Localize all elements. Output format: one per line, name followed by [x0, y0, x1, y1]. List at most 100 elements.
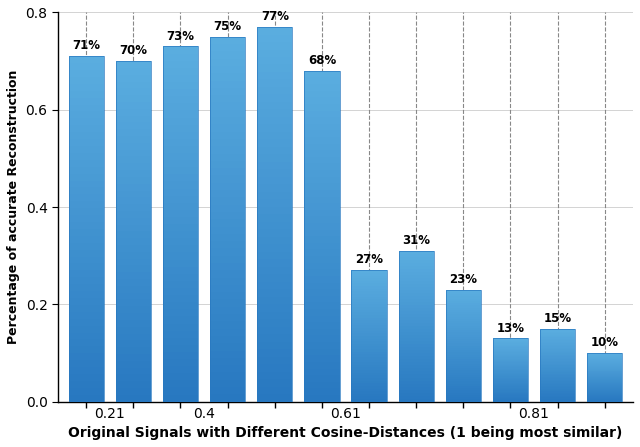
Text: 15%: 15%: [543, 312, 572, 325]
Bar: [304, 276, 340, 283]
Bar: [116, 184, 151, 190]
Bar: [445, 308, 481, 310]
Bar: [445, 290, 481, 402]
Bar: [68, 105, 104, 111]
Bar: [210, 336, 245, 343]
Bar: [445, 363, 481, 366]
Bar: [587, 387, 623, 388]
Bar: [304, 170, 340, 177]
Bar: [445, 292, 481, 294]
Bar: [210, 249, 245, 256]
Bar: [304, 210, 340, 216]
Bar: [116, 320, 151, 327]
Bar: [445, 372, 481, 375]
Bar: [304, 342, 340, 349]
Bar: [116, 81, 151, 89]
Bar: [399, 278, 434, 281]
Bar: [210, 219, 245, 227]
Bar: [304, 164, 340, 170]
Bar: [116, 327, 151, 333]
Bar: [587, 358, 623, 359]
Bar: [210, 212, 245, 219]
Text: 75%: 75%: [214, 20, 242, 33]
Bar: [210, 314, 245, 321]
Bar: [68, 284, 104, 291]
Bar: [587, 386, 623, 387]
Bar: [587, 370, 623, 371]
Bar: [587, 394, 623, 395]
Bar: [257, 312, 292, 319]
Bar: [587, 356, 623, 357]
Bar: [116, 279, 151, 286]
Bar: [540, 365, 575, 367]
Bar: [304, 336, 340, 342]
Bar: [587, 372, 623, 373]
Bar: [116, 150, 151, 156]
Bar: [351, 310, 387, 312]
Bar: [116, 340, 151, 347]
Bar: [163, 338, 198, 345]
Bar: [68, 243, 104, 250]
Bar: [257, 139, 292, 147]
Bar: [163, 309, 198, 316]
Bar: [68, 125, 104, 132]
Bar: [493, 371, 528, 372]
Bar: [210, 292, 245, 299]
X-axis label: Original Signals with Different Cosine-Distances (1 being most similar): Original Signals with Different Cosine-D…: [68, 426, 623, 440]
Bar: [257, 27, 292, 402]
Bar: [163, 89, 198, 96]
Bar: [116, 232, 151, 238]
Bar: [540, 346, 575, 348]
Bar: [493, 375, 528, 376]
Bar: [257, 72, 292, 80]
Bar: [163, 281, 198, 288]
Bar: [351, 281, 387, 283]
Bar: [493, 379, 528, 380]
Bar: [257, 304, 292, 312]
Bar: [257, 184, 292, 192]
Bar: [257, 252, 292, 259]
Bar: [163, 253, 198, 260]
Bar: [587, 390, 623, 391]
Bar: [493, 357, 528, 358]
Bar: [68, 208, 104, 215]
Bar: [587, 366, 623, 367]
Bar: [304, 322, 340, 329]
Bar: [304, 143, 340, 150]
Bar: [257, 274, 292, 282]
Bar: [493, 341, 528, 342]
Bar: [116, 354, 151, 361]
Bar: [163, 146, 198, 153]
Bar: [540, 388, 575, 390]
Bar: [210, 131, 245, 139]
Bar: [351, 396, 387, 399]
Bar: [163, 352, 198, 359]
Bar: [445, 359, 481, 361]
Bar: [116, 218, 151, 224]
Bar: [351, 370, 387, 373]
Bar: [163, 46, 198, 54]
Bar: [493, 387, 528, 388]
Bar: [210, 270, 245, 278]
Bar: [304, 375, 340, 382]
Bar: [351, 320, 387, 323]
Bar: [210, 197, 245, 205]
Bar: [257, 110, 292, 117]
Bar: [116, 143, 151, 150]
Bar: [257, 215, 292, 222]
Bar: [210, 110, 245, 117]
Bar: [116, 224, 151, 232]
Bar: [210, 299, 245, 307]
Bar: [68, 353, 104, 360]
Bar: [163, 345, 198, 352]
Bar: [399, 356, 434, 359]
Bar: [351, 354, 387, 357]
Bar: [304, 110, 340, 117]
Bar: [257, 379, 292, 387]
Bar: [351, 275, 387, 278]
Bar: [445, 305, 481, 308]
Bar: [540, 336, 575, 337]
Bar: [68, 222, 104, 229]
Bar: [116, 75, 151, 81]
Bar: [116, 266, 151, 272]
